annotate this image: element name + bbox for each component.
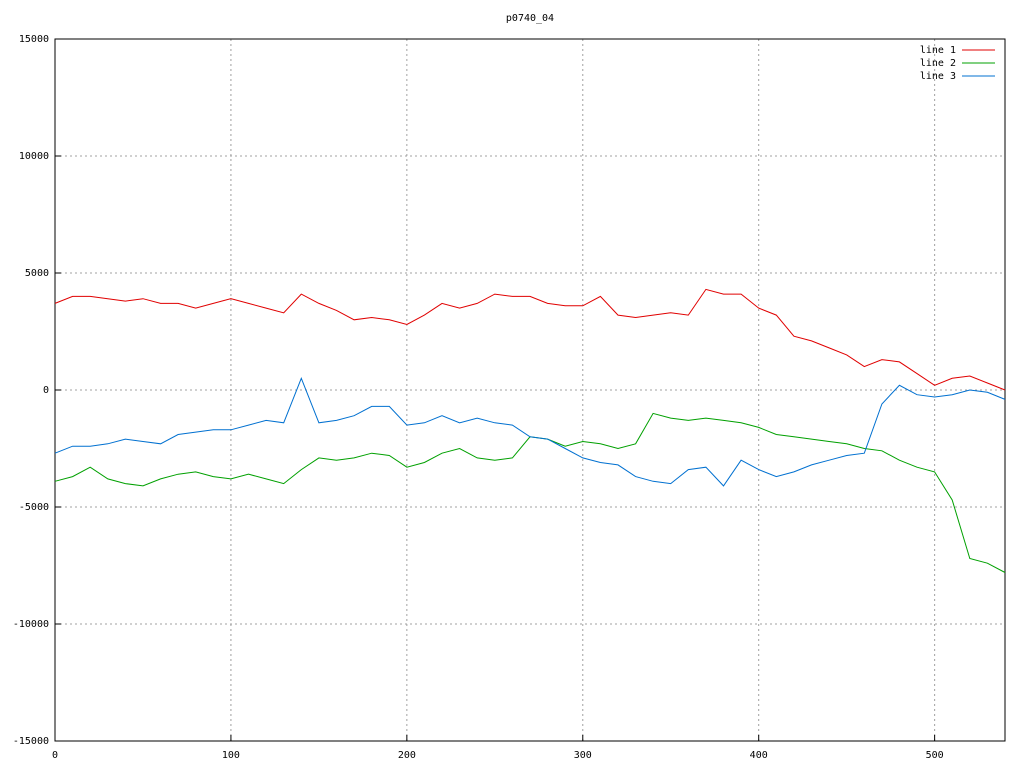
x-tick-label: 100 xyxy=(222,750,240,761)
y-tick-label: 5000 xyxy=(25,268,49,279)
y-tick-label: -10000 xyxy=(13,619,49,630)
line xyxy=(54,288,1006,391)
y-tick-label: -15000 xyxy=(13,736,49,747)
x-tick-label: 400 xyxy=(750,750,768,761)
y-tick-label: 0 xyxy=(43,385,49,396)
x-tick-label: 500 xyxy=(926,750,944,761)
chart-title: p0740_04 xyxy=(506,13,554,24)
y-tick-label: 15000 xyxy=(19,34,49,45)
legend-label: line 3 xyxy=(920,71,956,82)
legend-label: line 1 xyxy=(920,45,956,56)
line xyxy=(54,376,1006,487)
x-tick-label: 200 xyxy=(398,750,416,761)
x-tick-label: 0 xyxy=(52,750,58,761)
x-tick-label: 300 xyxy=(574,750,592,761)
legend-label: line 2 xyxy=(920,58,956,69)
y-tick-label: 10000 xyxy=(19,151,49,162)
y-tick-label: -5000 xyxy=(19,502,49,513)
